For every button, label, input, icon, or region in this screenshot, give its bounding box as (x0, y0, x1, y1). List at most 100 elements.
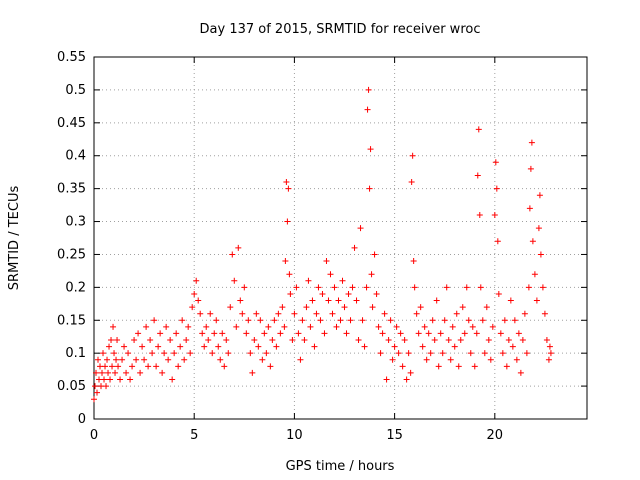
data-point (129, 363, 136, 370)
x-tick-label: 10 (286, 428, 303, 443)
data-point (429, 317, 436, 324)
data-point (347, 317, 354, 324)
data-point (539, 284, 546, 291)
data-point (247, 350, 254, 357)
data-point (355, 337, 362, 344)
data-point (135, 330, 142, 337)
y-tick-label: 0.55 (57, 50, 86, 65)
data-point (477, 284, 484, 291)
data-point (282, 258, 289, 265)
y-tick-label: 0.1 (65, 346, 86, 361)
data-point (503, 363, 510, 370)
data-point (546, 343, 553, 350)
data-point (211, 330, 218, 337)
data-point (177, 343, 184, 350)
data-point (463, 284, 470, 291)
data-point (343, 330, 350, 337)
data-point (115, 363, 122, 370)
data-point (111, 350, 118, 357)
data-point (476, 211, 483, 218)
data-point (395, 350, 402, 357)
data-point (201, 343, 208, 350)
data-point (321, 330, 328, 337)
data-point (541, 310, 548, 317)
data-point (265, 323, 272, 330)
data-point (315, 284, 322, 291)
data-point (368, 271, 375, 278)
data-point (157, 330, 164, 337)
data-point (329, 310, 336, 317)
data-point (92, 383, 99, 390)
data-point (365, 86, 372, 93)
data-point (112, 369, 119, 376)
data-point (345, 290, 352, 297)
data-point (353, 297, 360, 304)
data-point (229, 251, 236, 258)
data-point (441, 317, 448, 324)
data-point (417, 304, 424, 311)
data-point (179, 317, 186, 324)
data-point (447, 356, 454, 363)
data-point (319, 290, 326, 297)
data-point (461, 330, 468, 337)
data-point (523, 350, 530, 357)
data-point (483, 304, 490, 311)
data-point (333, 323, 340, 330)
x-tick-label: 15 (386, 428, 403, 443)
x-tick-label: 20 (487, 428, 504, 443)
data-point (291, 310, 298, 317)
data-point (527, 165, 534, 172)
data-point (283, 179, 290, 186)
data-point (531, 271, 538, 278)
data-point (351, 244, 358, 251)
data-point (119, 356, 126, 363)
data-point (309, 297, 316, 304)
data-point (113, 356, 120, 363)
data-point (114, 337, 121, 344)
data-point (421, 323, 428, 330)
data-point (449, 323, 456, 330)
data-point (491, 211, 498, 218)
data-point (373, 290, 380, 297)
x-tick-label: 5 (190, 428, 198, 443)
data-point (155, 343, 162, 350)
data-point (286, 271, 293, 278)
data-point (415, 330, 422, 337)
data-point (101, 376, 108, 383)
data-point (169, 376, 176, 383)
data-point (408, 179, 415, 186)
data-point (284, 218, 291, 225)
data-point (141, 356, 148, 363)
data-point (253, 310, 260, 317)
data-point (125, 350, 132, 357)
data-point (469, 323, 476, 330)
data-point (473, 330, 480, 337)
data-point (217, 356, 224, 363)
data-point (109, 363, 116, 370)
data-point (451, 343, 458, 350)
data-point (181, 356, 188, 363)
data-point (481, 350, 488, 357)
data-point (411, 284, 418, 291)
data-point (405, 350, 412, 357)
data-point (495, 290, 502, 297)
data-point (235, 244, 242, 251)
data-point (357, 225, 364, 232)
data-point (385, 337, 392, 344)
data-point (271, 317, 278, 324)
data-points (91, 86, 554, 403)
data-point (94, 389, 101, 396)
data-point (261, 330, 268, 337)
data-point (317, 317, 324, 324)
data-point (487, 356, 494, 363)
data-point (364, 106, 371, 113)
data-point (267, 363, 274, 370)
data-point (205, 337, 212, 344)
y-tick-label: 0.15 (57, 313, 86, 328)
data-point (263, 350, 270, 357)
data-point (209, 350, 216, 357)
data-point (269, 337, 276, 344)
data-point (413, 310, 420, 317)
data-point (479, 317, 486, 324)
data-point (423, 356, 430, 363)
